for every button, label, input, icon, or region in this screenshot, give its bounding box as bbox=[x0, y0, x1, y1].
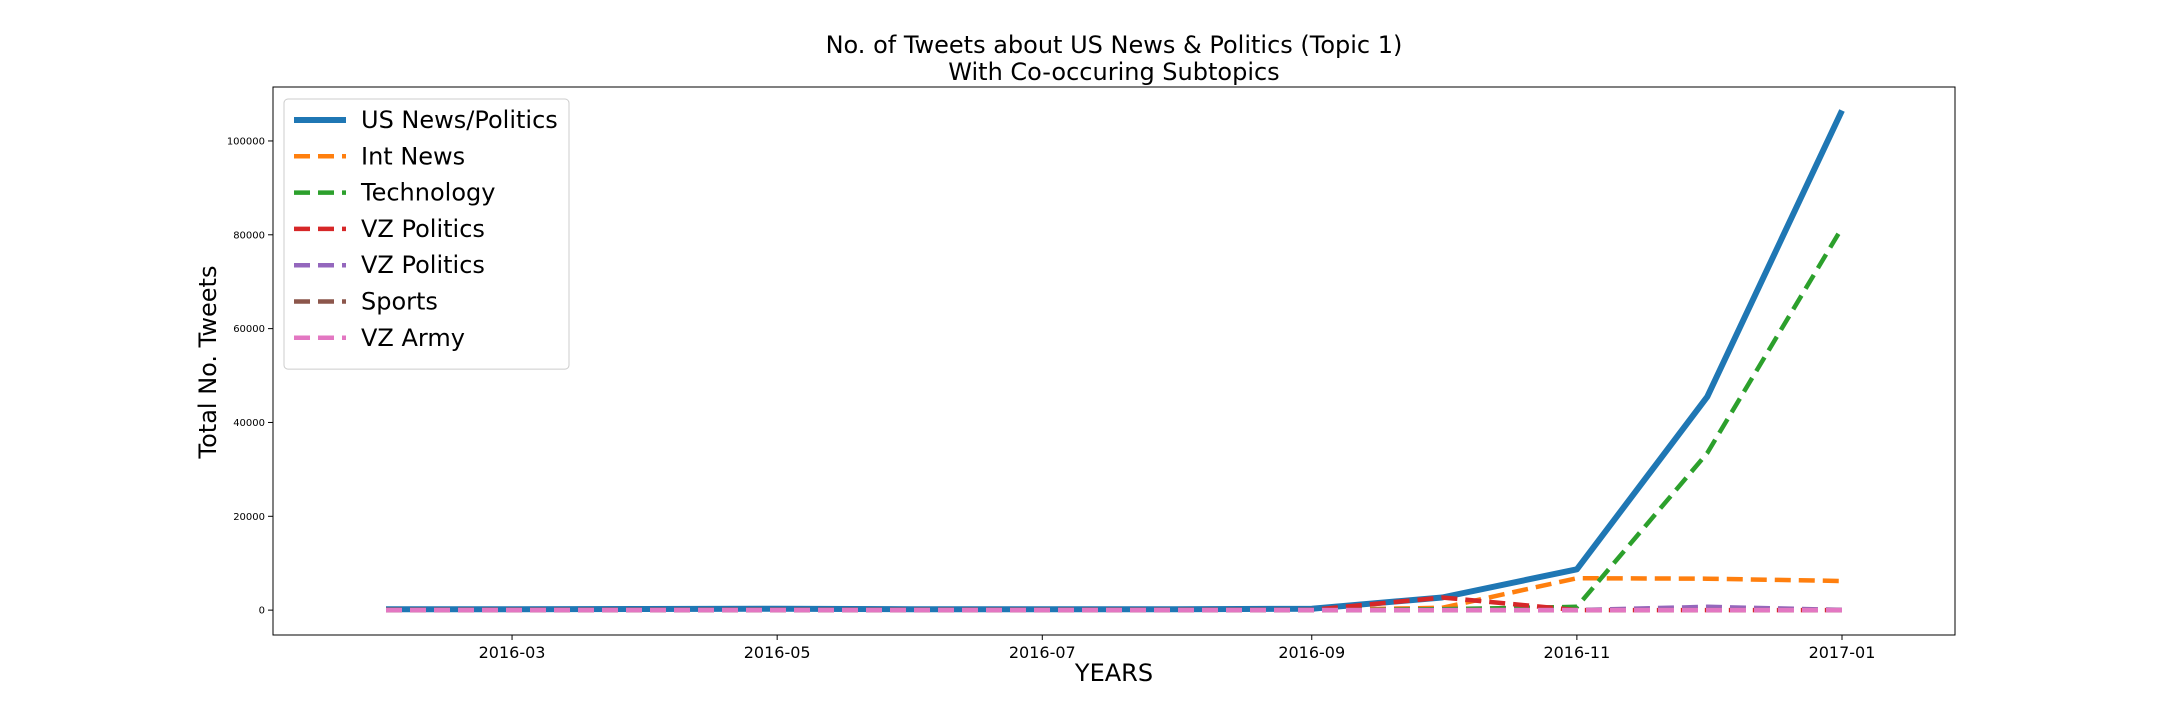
legend-label-vz-politics: VZ Politics bbox=[361, 251, 485, 279]
x-tick-label: 2017-01 bbox=[1809, 643, 1876, 662]
series-line-us-news-politics-0 bbox=[386, 109, 1845, 613]
y-axis-ticks: 0 20000 40000 60000 80000 100000 bbox=[227, 136, 273, 617]
legend: US News/Politics Int News Technology VZ Pol… bbox=[283, 98, 570, 370]
legend-label-vz-politics: VZ Politics bbox=[361, 215, 485, 243]
x-tick-label: 2016-09 bbox=[1278, 643, 1345, 662]
y-tick-label: 100000 bbox=[227, 136, 265, 147]
x-tick-label: 2016-05 bbox=[744, 643, 811, 662]
series-line-int-news-1 bbox=[386, 575, 1843, 613]
x-axis-label: YEARS bbox=[1074, 659, 1153, 687]
y-tick-label: 20000 bbox=[233, 512, 265, 523]
y-tick-label: 80000 bbox=[233, 230, 265, 241]
x-tick-label: 2016-03 bbox=[479, 643, 546, 662]
legend-box bbox=[283, 98, 570, 370]
legend-label-sports: Sports bbox=[361, 288, 438, 316]
x-axis-ticks: 2016-03 2016-05 2016-07 2016-09 2016-11 2017-… bbox=[479, 635, 1876, 662]
chart-title-line-2: With Co-occuring Subtopics bbox=[948, 58, 1279, 86]
x-tick-label: 2016-11 bbox=[1543, 643, 1610, 662]
series-layer bbox=[386, 109, 1845, 613]
legend-label-technology: Technology bbox=[360, 179, 495, 207]
legend-label-vz-army: VZ Army bbox=[361, 324, 465, 352]
y-tick-label: 60000 bbox=[233, 324, 265, 335]
y-axis-label: Total No. Tweets bbox=[194, 266, 222, 460]
legend-label-us-news-politics: US News/Politics bbox=[361, 106, 558, 134]
x-tick-label: 2016-07 bbox=[1009, 643, 1076, 662]
y-tick-label: 40000 bbox=[233, 418, 265, 429]
series-line-technology-2 bbox=[386, 226, 1844, 613]
chart-title: No. of Tweets about US News & Politics (… bbox=[826, 31, 1403, 86]
chart-title-line-1: No. of Tweets about US News & Politics (… bbox=[826, 31, 1403, 59]
legend-label-int-news: Int News bbox=[361, 142, 465, 170]
plot-frame bbox=[272, 86, 1956, 636]
y-tick-label: 0 bbox=[259, 606, 265, 617]
